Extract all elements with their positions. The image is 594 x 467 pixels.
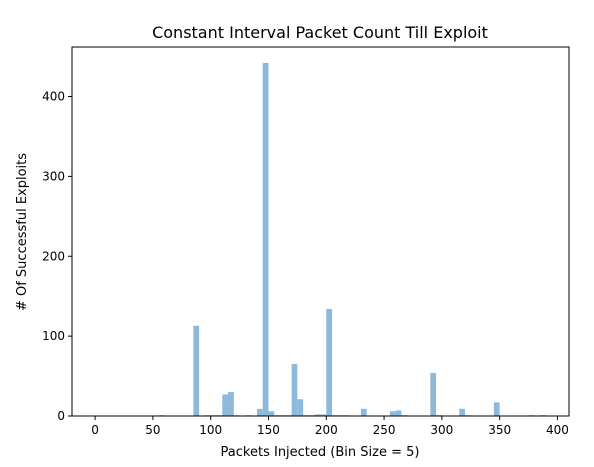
histogram-bar: [193, 325, 200, 416]
histogram-bar: [291, 364, 298, 416]
histogram-bar: [222, 394, 229, 416]
x-tick-label: 200: [315, 423, 338, 437]
x-axis-label: Packets Injected (Bin Size = 5): [221, 445, 420, 460]
chart-title: Constant Interval Packet Count Till Expl…: [152, 23, 488, 42]
histogram-bar: [262, 62, 269, 416]
y-tick-label: 400: [42, 90, 65, 104]
histogram-bar: [360, 408, 367, 416]
histogram-bar: [256, 408, 263, 416]
y-tick-label: 100: [42, 329, 65, 343]
histogram-bar: [459, 408, 465, 416]
x-tick-label: 50: [145, 423, 160, 437]
x-tick-label: 300: [430, 423, 453, 437]
y-tick-label: 0: [57, 409, 65, 423]
histogram-bar: [320, 414, 327, 416]
y-tick-label: 200: [42, 249, 65, 263]
x-tick-label: 350: [488, 423, 511, 437]
histogram-bar: [395, 410, 402, 416]
plot-area: [158, 62, 546, 416]
histogram-bar: [326, 308, 333, 416]
histogram-bar: [389, 411, 396, 416]
histogram-bar: [268, 411, 275, 416]
histogram-bar: [297, 399, 304, 416]
x-tick-label: 0: [91, 423, 99, 437]
x-tick-label: 150: [257, 423, 280, 437]
y-tick-label: 300: [42, 169, 65, 183]
y-axis: 0 100 200 300 400: [42, 90, 72, 423]
plot-frame: [71, 46, 570, 417]
y-axis-label: # Of Successful Exploits: [15, 153, 30, 311]
x-tick-label: 100: [199, 423, 222, 437]
x-tick-label: 400: [546, 423, 569, 437]
histogram-bar: [430, 372, 437, 416]
histogram-bar: [314, 414, 321, 416]
histogram-bar: [228, 392, 234, 416]
x-tick-label: 250: [373, 423, 396, 437]
histogram-bar: [493, 402, 500, 416]
x-axis: 0 50 100 150 200 250 300 350 400: [91, 416, 569, 437]
